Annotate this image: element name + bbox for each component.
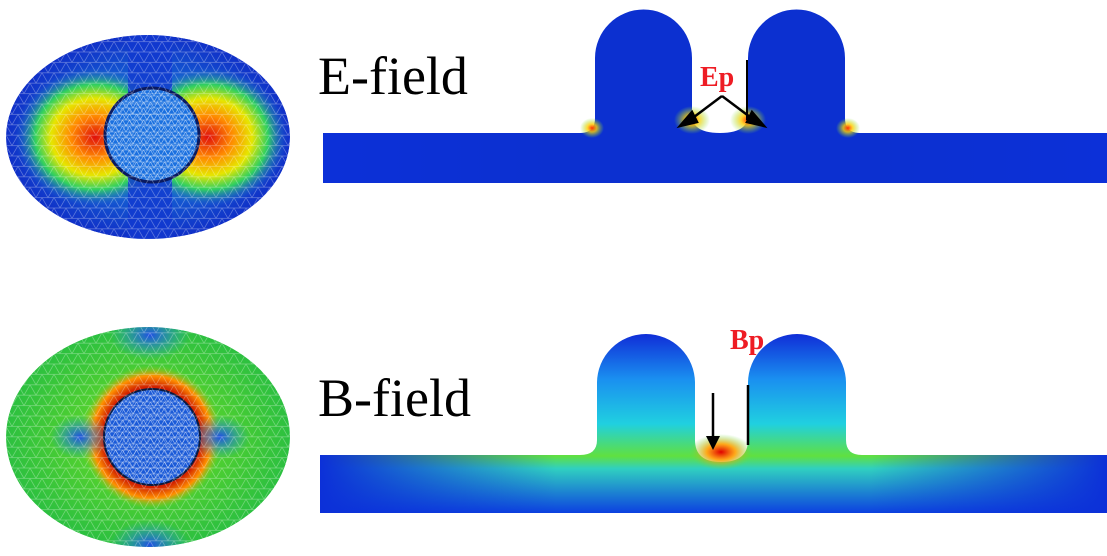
e-field-label: E-field [318, 46, 468, 106]
b-field-ellipse [6, 310, 290, 551]
b-field-label: B-field [318, 368, 471, 428]
figure: E-field Ep B-field Bp [0, 0, 1107, 551]
bp-label: Bp [730, 325, 764, 356]
ep-label: Ep [700, 62, 734, 93]
e-field-ellipse [6, 30, 290, 240]
